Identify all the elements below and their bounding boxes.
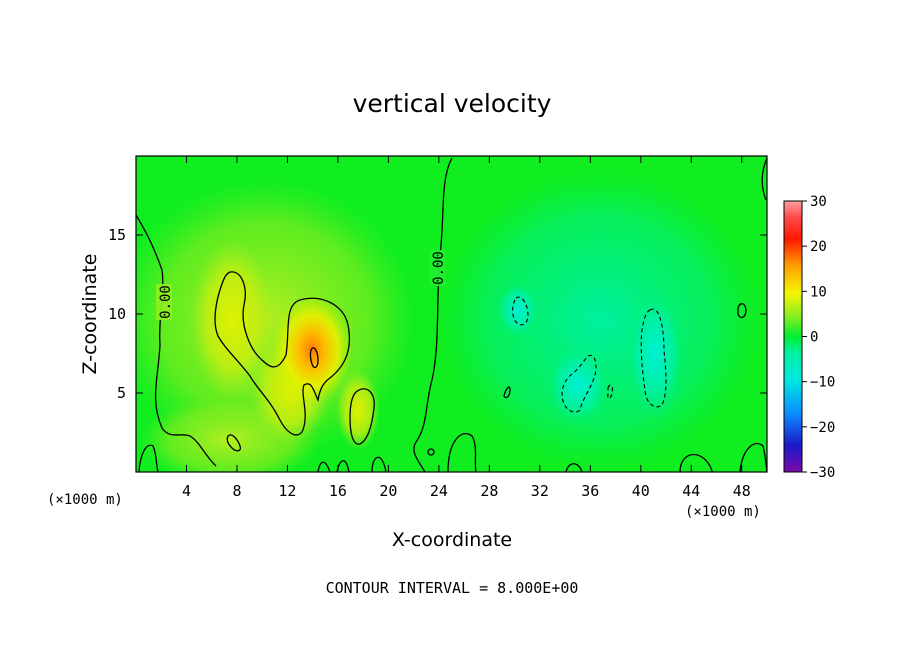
- field-blob-main-updraft: [272, 295, 352, 405]
- x-tick-label: 36: [581, 482, 599, 500]
- colorbar: [783, 200, 803, 473]
- contour-negative-1: [640, 308, 667, 408]
- field-blob-cyan-2: [546, 345, 610, 425]
- contour-positive-core: [309, 347, 319, 369]
- y-axis-label: Z-coordinate: [79, 254, 101, 375]
- x-unit-label-right: (×1000 m): [685, 504, 761, 520]
- contour-interval-note: CONTOUR INTERVAL = 8.000E+00: [326, 579, 579, 597]
- field-blob-yellow-left: [190, 240, 274, 400]
- colorbar-tick-label: −20: [810, 420, 835, 436]
- contour-label-left: 0.00: [158, 285, 174, 319]
- colorbar-tick-label: −30: [810, 465, 835, 481]
- x-tick-label: 20: [379, 482, 397, 500]
- contour-zero-middle: [413, 157, 453, 472]
- x-tick-label: 48: [733, 482, 751, 500]
- colorbar-tick-label: −10: [810, 375, 835, 391]
- contour-zero-br-1: [565, 463, 583, 472]
- field-blob-east-wide: [440, 170, 760, 470]
- x-tick-label: 8: [232, 482, 241, 500]
- y-tick-label: 10: [108, 305, 126, 323]
- contour-label-left-group: 0.00: [156, 284, 174, 320]
- colorbar-tick-label: 20: [810, 239, 827, 255]
- x-tick-label: 12: [278, 482, 296, 500]
- x-tick-label: 44: [682, 482, 700, 500]
- contour-negative-3: [512, 296, 529, 326]
- y-axis-ticks: 5 10 15: [108, 226, 767, 402]
- colorbar-ticks: 30 20 10 0 −10 −20 −30: [802, 194, 835, 481]
- colorbar-tick-label: 10: [810, 284, 827, 300]
- contour-label-middle: 0.00: [431, 251, 447, 285]
- contour-label-middle-group: 0.00: [429, 250, 447, 286]
- contour-zero-br-3: [739, 442, 767, 472]
- colorbar-tick-label: 30: [810, 194, 827, 210]
- contour-zero-west: [136, 214, 217, 467]
- contour-positive-south: [349, 388, 375, 445]
- contour-zero-bump: [447, 433, 477, 472]
- contour-zero-east: [761, 157, 767, 201]
- y-tick-label: 15: [108, 226, 126, 244]
- x-tick-label: 4: [182, 482, 191, 500]
- contour-small-pos2: [503, 386, 511, 399]
- field-blob-cyan-1: [625, 290, 685, 420]
- y-tick-label: 5: [117, 384, 126, 402]
- contour-zero-bl-left: [138, 444, 159, 472]
- x-axis-label: X-coordinate: [392, 529, 512, 551]
- x-tick-label: 16: [329, 482, 347, 500]
- chart-title: vertical velocity: [353, 89, 552, 118]
- contour-positive-west: [214, 271, 351, 436]
- contour-small-east: [737, 303, 747, 319]
- colorbar-tick-label: 0: [810, 330, 818, 346]
- contour-small-circle: [427, 448, 435, 456]
- x-axis-ticks: 4 8 12 16 20 24 28 32 36 40 44 48: [182, 156, 751, 500]
- x-tick-label: 32: [531, 482, 549, 500]
- x-tick-label: 24: [430, 482, 448, 500]
- contour-small-loop: [226, 434, 242, 452]
- contour-negative-2: [561, 354, 597, 413]
- x-tick-label: 28: [480, 482, 498, 500]
- x-tick-label: 40: [632, 482, 650, 500]
- field-blob-cyan-3: [496, 282, 540, 338]
- x-unit-label-left: (×1000 m): [47, 492, 123, 508]
- contour-zero-bl-right: [371, 456, 387, 472]
- contour-zero-bl-mid: [317, 461, 331, 472]
- plot-area: [136, 156, 767, 472]
- contour-negative-4: [607, 384, 614, 400]
